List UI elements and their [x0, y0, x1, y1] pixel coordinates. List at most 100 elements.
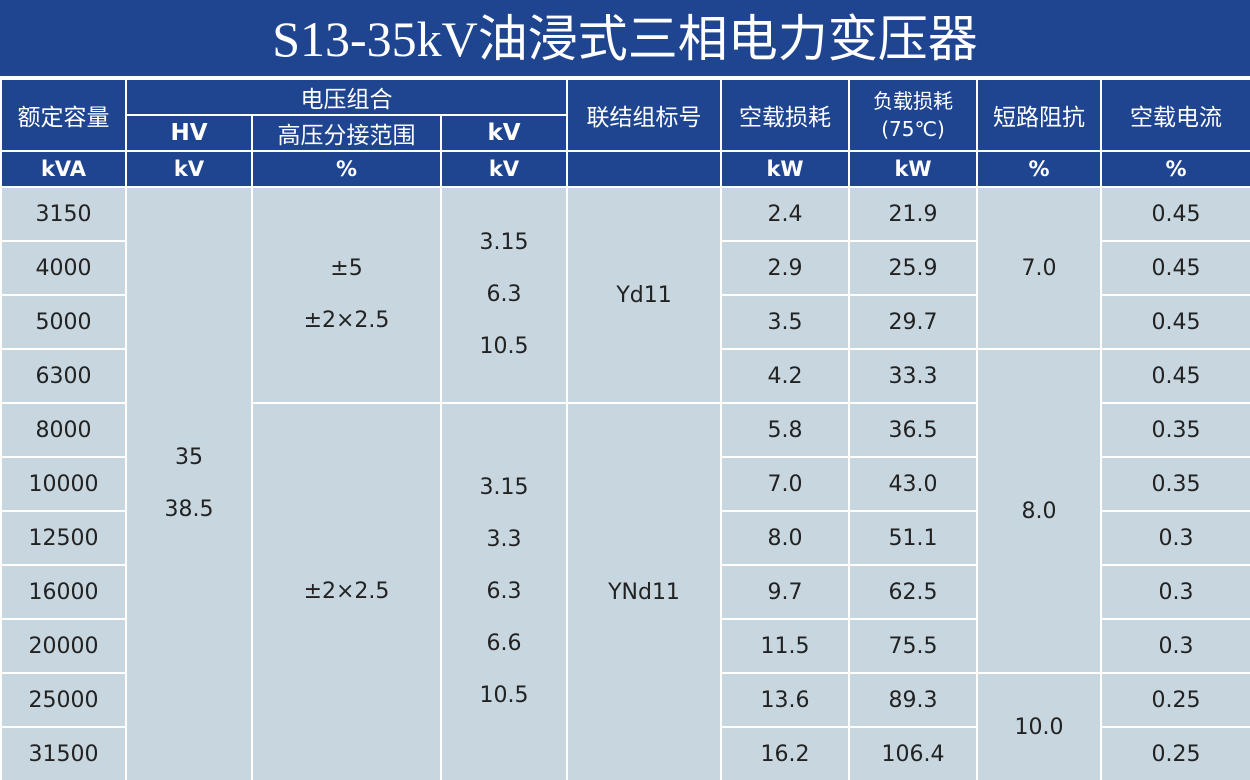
- header-text: 负载损耗: [873, 89, 954, 113]
- unit-cell: kW: [720, 150, 851, 188]
- header-cell: kV: [439, 114, 569, 152]
- cell: 0.25: [1100, 672, 1250, 728]
- cell: 8000: [0, 402, 127, 458]
- cell: 2.9: [720, 240, 851, 296]
- cell: 36.5: [848, 402, 979, 458]
- cell: 16000: [0, 564, 127, 620]
- cell-line: 35: [175, 445, 203, 470]
- cell: 9.7: [720, 564, 851, 620]
- cell: 8.0: [720, 510, 851, 566]
- cell: 43.0: [848, 456, 979, 512]
- cell: 5.8: [720, 402, 851, 458]
- table-row: 12500 8.0 51.1 0.3: [0, 510, 1250, 566]
- cell: 8.0: [976, 348, 1103, 674]
- cell: Yd11: [566, 186, 723, 404]
- cell: 29.7: [848, 294, 979, 350]
- header-cell: 空载电流: [1100, 78, 1250, 152]
- cell: 3.5: [720, 294, 851, 350]
- cell-line: ±2×2.5: [303, 308, 390, 333]
- cell: 0.25: [1100, 726, 1250, 780]
- header-cell: 短路阻抗: [976, 78, 1103, 152]
- cell: 0.3: [1100, 510, 1250, 566]
- unit-cell: kW: [848, 150, 979, 188]
- cell: 51.1: [848, 510, 979, 566]
- table-body: 3150 35 38.5 ±5 ±2×2.5 3.15 6.3 10.5 Yd11 2.4 21.9…: [0, 186, 1250, 780]
- cell: 106.4: [848, 726, 979, 780]
- cell: 3.15 6.3 10.5: [439, 186, 569, 404]
- header-cell: 电压组合: [124, 78, 569, 116]
- cell: 0.45: [1100, 240, 1250, 296]
- cell: 2.4: [720, 186, 851, 242]
- cell: 0.35: [1100, 402, 1250, 458]
- cell-line: ±5: [330, 256, 363, 281]
- cell: 21.9: [848, 186, 979, 242]
- cell: 0.45: [1100, 294, 1250, 350]
- cell: 6300: [0, 348, 127, 404]
- cell-line: 3.15: [479, 475, 529, 500]
- cell-line: 6.6: [486, 631, 522, 656]
- cell: 4.2: [720, 348, 851, 404]
- table-row: 20000 11.5 75.5 0.3: [0, 618, 1250, 674]
- cell: 35 38.5: [125, 186, 253, 780]
- cell: 12500: [0, 510, 127, 566]
- cell: 25000: [0, 672, 127, 728]
- cell: 20000: [0, 618, 127, 674]
- cell-line: ±2×2.5: [303, 579, 390, 604]
- cell: 0.45: [1100, 186, 1250, 242]
- cell: 3150: [0, 186, 127, 242]
- table-row: 25000 13.6 89.3 10.0 0.25: [0, 672, 1250, 780]
- cell: ±5 ±2×2.5: [251, 186, 442, 404]
- unit-cell: [566, 150, 723, 188]
- cell-line: 3.3: [486, 527, 522, 552]
- header-cell: 负载损耗 (75℃): [848, 78, 979, 152]
- unit-cell: %: [1100, 150, 1250, 188]
- cell-line: 38.5: [164, 497, 214, 522]
- cell-line: 6.3: [486, 282, 522, 307]
- cell: 16.2: [720, 726, 851, 780]
- cell: 62.5: [848, 564, 979, 620]
- header-cell: HV: [125, 114, 253, 152]
- cell-line: 6.3: [486, 579, 522, 604]
- table-row: 5000 3.5 29.7 0.45: [0, 294, 1250, 350]
- cell: 5000: [0, 294, 127, 350]
- header-cell: 额定容量: [0, 78, 127, 152]
- header-cell: 联结组标号: [566, 78, 723, 152]
- cell: 31500: [0, 726, 127, 780]
- table-row: 4000 2.9 25.9 0.45: [0, 240, 1250, 296]
- header-cell: 空载损耗: [720, 78, 851, 152]
- cell: 10000: [0, 456, 127, 512]
- cell: 3.15 3.3 6.3 6.6 10.5: [439, 402, 569, 780]
- cell-line: 3.15: [479, 230, 529, 255]
- table-row: 31500 16.2 106.4 0.25: [0, 726, 1250, 780]
- cell: 25.9: [848, 240, 979, 296]
- title: S13-35kV油浸式三相电力变压器: [0, 0, 1250, 78]
- cell: 0.45: [1100, 348, 1250, 404]
- cell: 13.6: [720, 672, 851, 728]
- cell: 11.5: [720, 618, 851, 674]
- spec-table: 额定容量 电压组合 联结组标号 空载损耗 负载损耗 (75℃) 短路阻抗 空载电流…: [0, 78, 1250, 780]
- cell: 33.3: [848, 348, 979, 404]
- unit-cell: kV: [125, 150, 253, 188]
- cell: 0.35: [1100, 456, 1250, 512]
- cell: 0.3: [1100, 564, 1250, 620]
- table-row: 16000 9.7 62.5 0.3: [0, 564, 1250, 620]
- cell: ±2×2.5: [251, 402, 442, 780]
- unit-cell: %: [976, 150, 1103, 188]
- cell: 4000: [0, 240, 127, 296]
- cell: 7.0: [720, 456, 851, 512]
- cell-line: 10.5: [479, 334, 529, 359]
- cell: 89.3: [848, 672, 979, 728]
- cell: 0.3: [1100, 618, 1250, 674]
- unit-cell: kVA: [0, 150, 127, 188]
- cell: 75.5: [848, 618, 979, 674]
- unit-cell: %: [251, 150, 442, 188]
- header-cell: 高压分接范围: [251, 114, 442, 152]
- cell: 7.0: [976, 186, 1103, 350]
- table-row: 3150 35 38.5 ±5 ±2×2.5 3.15 6.3 10.5 Yd11 2.4 21.9…: [0, 186, 1250, 780]
- cell: YNd11: [566, 402, 723, 780]
- cell-line: 10.5: [479, 683, 529, 708]
- unit-cell: kV: [439, 150, 569, 188]
- table-row: 6300 4.2 33.3 8.0 0.45: [0, 348, 1250, 674]
- cell: 10.0: [976, 672, 1103, 780]
